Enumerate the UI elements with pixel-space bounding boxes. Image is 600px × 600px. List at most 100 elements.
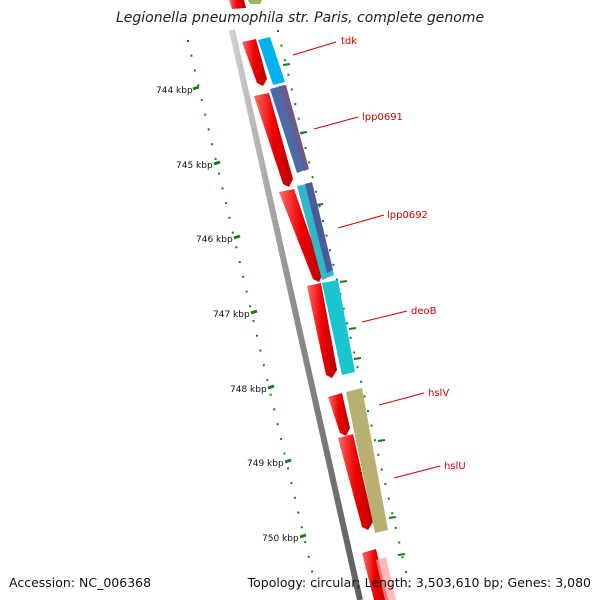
tick-label-744: 744 kbp <box>156 86 193 96</box>
feature-track <box>248 0 396 600</box>
ruler-dot-right <box>322 220 324 222</box>
ruler-dot-left <box>311 570 314 573</box>
ruler-dot-right <box>377 453 380 456</box>
tick-label-747: 747 kbp <box>213 310 250 320</box>
tick-label-749: 749 kbp <box>247 459 284 469</box>
ruler-dot-right <box>387 497 390 500</box>
ruler-dot-right <box>360 380 363 383</box>
backbone <box>229 29 363 600</box>
tick-label-750: 750 kbp <box>262 534 299 544</box>
ruler-dot-right <box>328 249 331 252</box>
cds-arrow-lpp0692 <box>279 189 323 282</box>
ruler-dot-right <box>290 88 293 91</box>
ruler-dot-right <box>380 468 383 471</box>
tick-mark-746 <box>233 234 241 240</box>
ruler-dot-left <box>231 231 234 234</box>
ruler-dot-right <box>308 161 311 164</box>
cds-arrow-bottom <box>362 549 388 600</box>
ruler-dot-right <box>287 73 290 76</box>
feature-lpp0692-stripe <box>305 182 333 273</box>
gene-label-lpp0692: lpp0692 <box>387 210 428 221</box>
ruler-dot-left <box>242 275 245 278</box>
ruler-dot-left <box>273 408 276 411</box>
ruler-dot-right <box>401 556 404 559</box>
feature-tdk <box>258 37 285 85</box>
ruler-dot-right <box>346 322 349 325</box>
ruler-dot-right <box>332 263 335 266</box>
ruler-dot-left <box>249 305 252 308</box>
ruler-dot-right <box>283 59 286 62</box>
ruler-dot-left <box>218 172 220 175</box>
cds-arrow-hslV <box>328 393 350 436</box>
cds-arrow-lpp0691 <box>254 93 293 187</box>
ruler-dot-left <box>228 216 231 219</box>
ruler-dot-right <box>367 410 369 412</box>
leader-lpp0691 <box>313 116 359 130</box>
tick-ruler-left <box>187 40 317 588</box>
ruler-dot-right <box>398 541 401 544</box>
gene-label-deoB: deoB <box>411 306 437 317</box>
ruler-dot-right <box>335 278 338 281</box>
leader-hslV <box>378 392 425 406</box>
ruler-dot-right <box>311 176 314 179</box>
ruler-dot-right <box>294 103 297 106</box>
tick-mark-748 <box>267 384 275 390</box>
cds-track <box>229 0 388 600</box>
ruler-dot-left <box>190 54 193 57</box>
ruler-dot-left <box>262 364 265 367</box>
ruler-dot-left <box>300 526 303 529</box>
topology-info: Topology: circular; Length: 3,503,610 bp… <box>247 575 591 590</box>
feature-bottom <box>376 557 396 600</box>
ruler-dot-left <box>211 143 214 146</box>
ruler-dot-left <box>252 320 255 322</box>
ruler-dot-left <box>293 496 296 499</box>
ruler-dot-right <box>315 190 318 193</box>
tick-mark-745 <box>213 160 221 166</box>
ruler-dot-left <box>235 246 238 249</box>
ruler-dot-right <box>325 234 328 237</box>
gene-labels: tdk lpp0691 lpp0692 deoB hslV hslU <box>292 36 466 479</box>
tick-label-746: 746 kbp <box>196 235 233 245</box>
tick-mark-749 <box>284 458 292 464</box>
ruler-dot-left <box>290 482 293 485</box>
ruler-dot-left <box>266 378 269 381</box>
ruler-dot-left <box>197 84 200 87</box>
gene-label-hslV: hslV <box>428 388 449 399</box>
ruler-dot-left <box>204 113 207 116</box>
ruler-dot-left <box>245 290 248 293</box>
ruler-dot-right <box>356 366 359 369</box>
leader-lpp0692 <box>337 214 385 229</box>
tick-ruler-right <box>277 30 411 588</box>
ruler-dot-right <box>384 483 387 486</box>
ruler-dot-right <box>277 30 279 32</box>
ruler-dot-left <box>238 261 241 264</box>
ruler-dot-right <box>408 585 411 588</box>
gene-label-tdk: tdk <box>341 36 357 47</box>
ruler-dot-left <box>200 98 203 101</box>
ruler-dot-right <box>342 307 345 310</box>
ruler-dot-right <box>391 512 394 515</box>
cds-arrow-hslU <box>338 434 373 530</box>
feature-deoB <box>322 280 355 375</box>
ruler-dot-right <box>373 439 376 442</box>
tick-mark-747 <box>250 309 258 315</box>
leader-deoB <box>361 310 408 323</box>
ruler-dot-left <box>297 511 300 514</box>
ruler-dot-left <box>283 452 286 455</box>
tick-mark-744 <box>192 85 200 91</box>
ruler-dot-left <box>187 40 189 42</box>
ruler-dot-right <box>304 146 307 149</box>
feature-hsl <box>346 388 388 533</box>
ruler-dot-left <box>269 393 272 396</box>
cds-arrow-tdk <box>242 39 267 86</box>
feature-lpp0691-stripe <box>279 85 309 171</box>
ruler-dot-right <box>394 526 397 529</box>
ruler-dot-left <box>314 585 317 588</box>
gene-label-hslU: hslU <box>444 461 466 472</box>
ruler-dot-right <box>297 117 300 120</box>
cds-arrow-top <box>229 0 246 9</box>
tick-mark-750 <box>299 533 307 539</box>
feature-lpp0691 <box>270 86 305 173</box>
ruler-dot-left <box>259 349 262 352</box>
